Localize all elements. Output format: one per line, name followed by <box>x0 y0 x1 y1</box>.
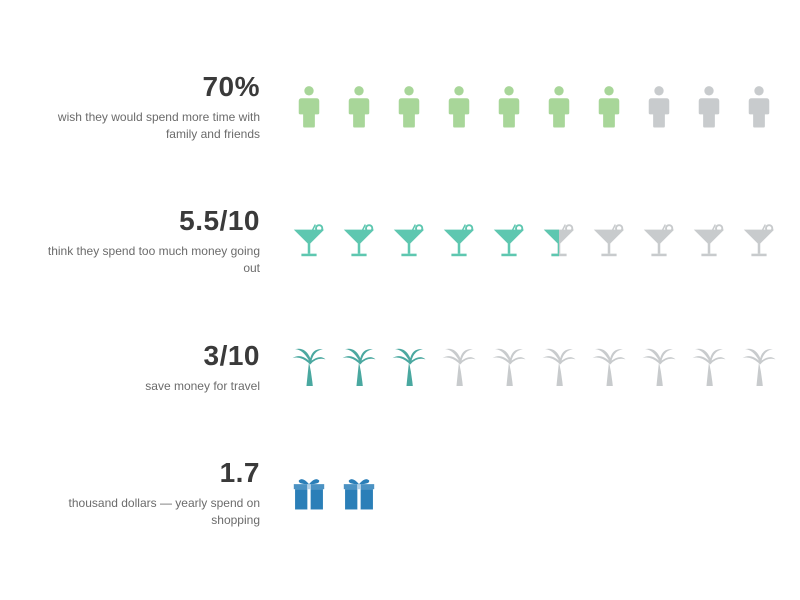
person-icon <box>440 85 478 129</box>
icons-travel <box>290 345 778 389</box>
icons-family <box>290 85 778 129</box>
palm-icon <box>740 345 778 389</box>
icons-going-out <box>290 219 778 263</box>
palm-icon <box>390 345 428 389</box>
stat-value: 5.5/10 <box>30 205 260 237</box>
stat-value: 70% <box>30 71 260 103</box>
stat-value: 3/10 <box>30 340 260 372</box>
cocktail-icon <box>740 219 778 263</box>
label-going-out: 5.5/10 think they spend too much money g… <box>30 205 260 277</box>
label-family: 70% wish they would spend more time with… <box>30 71 260 143</box>
row-shopping: 1.7 thousand dollars — yearly spend on s… <box>30 457 750 529</box>
palm-icon <box>690 345 728 389</box>
person-icon <box>290 85 328 129</box>
icons-shopping <box>290 471 750 515</box>
cocktail-icon <box>440 219 478 263</box>
stat-value: 1.7 <box>30 457 260 489</box>
palm-icon <box>490 345 528 389</box>
person-icon <box>540 85 578 129</box>
label-shopping: 1.7 thousand dollars — yearly spend on s… <box>30 457 260 529</box>
row-family: 70% wish they would spend more time with… <box>30 71 750 143</box>
stat-desc: think they spend too much money going ou… <box>30 243 260 277</box>
row-going-out: 5.5/10 think they spend too much money g… <box>30 205 750 277</box>
person-icon <box>740 85 778 129</box>
palm-icon <box>440 345 478 389</box>
cocktail-icon <box>540 219 578 263</box>
person-icon <box>390 85 428 129</box>
cocktail-icon <box>340 219 378 263</box>
palm-icon <box>590 345 628 389</box>
palm-icon <box>540 345 578 389</box>
cocktail-icon <box>590 219 628 263</box>
person-icon <box>640 85 678 129</box>
stat-desc: wish they would spend more time with fam… <box>30 109 260 143</box>
palm-icon <box>290 345 328 389</box>
person-icon <box>340 85 378 129</box>
cocktail-icon <box>690 219 728 263</box>
cocktail-icon <box>640 219 678 263</box>
stat-desc: thousand dollars — yearly spend on shopp… <box>30 495 260 529</box>
cocktail-icon <box>390 219 428 263</box>
person-icon <box>590 85 628 129</box>
person-icon <box>690 85 728 129</box>
cocktail-icon <box>490 219 528 263</box>
label-travel: 3/10 save money for travel <box>30 340 260 395</box>
palm-icon <box>640 345 678 389</box>
row-travel: 3/10 save money for travel <box>30 340 750 395</box>
person-icon <box>490 85 528 129</box>
stat-desc: save money for travel <box>30 378 260 395</box>
gift-icon <box>340 471 378 515</box>
gift-icon <box>290 471 328 515</box>
palm-icon <box>340 345 378 389</box>
cocktail-icon <box>290 219 328 263</box>
